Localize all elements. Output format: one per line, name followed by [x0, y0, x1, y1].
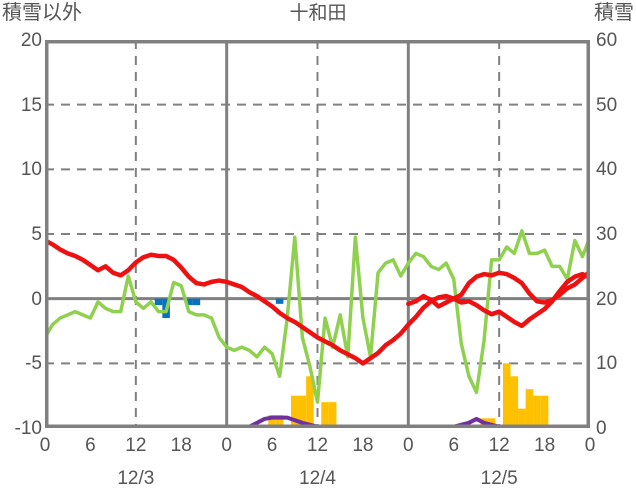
plot-area — [45, 40, 590, 428]
precipitation-bar — [328, 402, 337, 428]
y-axis-tick-right: 40 — [596, 159, 618, 181]
x-axis-tick: 0 — [39, 435, 51, 456]
y-axis-tick-right: 10 — [596, 353, 618, 375]
x-axis-tick: 18 — [352, 435, 374, 456]
negative-bar — [192, 298, 201, 306]
x-axis-tick: 0 — [403, 435, 414, 456]
precipitation-bar — [275, 415, 284, 428]
y-axis-tick-left: 0 — [31, 288, 42, 310]
snow-depth-line — [45, 229, 590, 404]
y-axis-tick-left: 10 — [20, 159, 42, 181]
x-axis-tick: 12 — [306, 435, 329, 456]
page-title: 十和田 — [289, 3, 347, 24]
x-axis-tick: 18 — [170, 435, 192, 456]
y-axis-tick-left: -5 — [25, 353, 42, 375]
y-axis-tick-left: 5 — [31, 224, 42, 245]
y-axis-tick-right: 50 — [596, 94, 618, 116]
temperature-line — [45, 238, 590, 366]
x-axis-tick: 12 — [488, 435, 510, 456]
negative-bar — [154, 298, 163, 306]
right-axis-title: 積雪 — [594, 2, 634, 24]
x-axis-tick: 0 — [584, 435, 596, 456]
negative-bar — [275, 298, 284, 304]
y-axis-tick-right: 60 — [596, 30, 618, 51]
y-axis-tick-right: 30 — [596, 224, 618, 245]
x-axis-day-label: 12/3 — [117, 468, 155, 489]
temperature-line — [406, 269, 590, 309]
precipitation-bar — [518, 408, 526, 428]
precipitation-bar — [510, 376, 519, 428]
precipitation-bar — [298, 395, 307, 428]
left-axis-title: 積雪以外 — [2, 2, 82, 24]
negative-bar — [185, 298, 193, 306]
precipitation-bar — [540, 395, 549, 428]
precipitation-bar — [291, 395, 299, 428]
precipitation-bar — [533, 395, 541, 428]
x-axis-day-label: 12/4 — [299, 468, 336, 489]
y-axis-tick-right: 0 — [596, 418, 607, 439]
precipitation-bar — [306, 376, 314, 428]
precipitation-bar — [525, 389, 534, 428]
y-axis-tick-right: 20 — [596, 288, 618, 310]
x-axis-tick: 6 — [448, 435, 460, 456]
precipitation-bar — [321, 402, 329, 428]
plot-border — [45, 40, 590, 428]
y-axis-tick-left: 15 — [20, 94, 42, 116]
precipitation-bar — [502, 363, 511, 428]
x-axis-day-label: 12/5 — [480, 468, 518, 489]
y-axis-tick-left: 20 — [20, 30, 42, 51]
x-axis-tick: 6 — [85, 435, 96, 456]
x-axis-tick: 18 — [534, 435, 556, 456]
x-axis-tick: 0 — [221, 435, 232, 456]
chart-canvas — [45, 40, 590, 428]
x-axis-tick: 12 — [125, 435, 147, 456]
precipitation-bar — [268, 415, 276, 428]
y-axis-tick-left: -10 — [14, 418, 42, 439]
x-axis-tick: 6 — [266, 435, 278, 456]
